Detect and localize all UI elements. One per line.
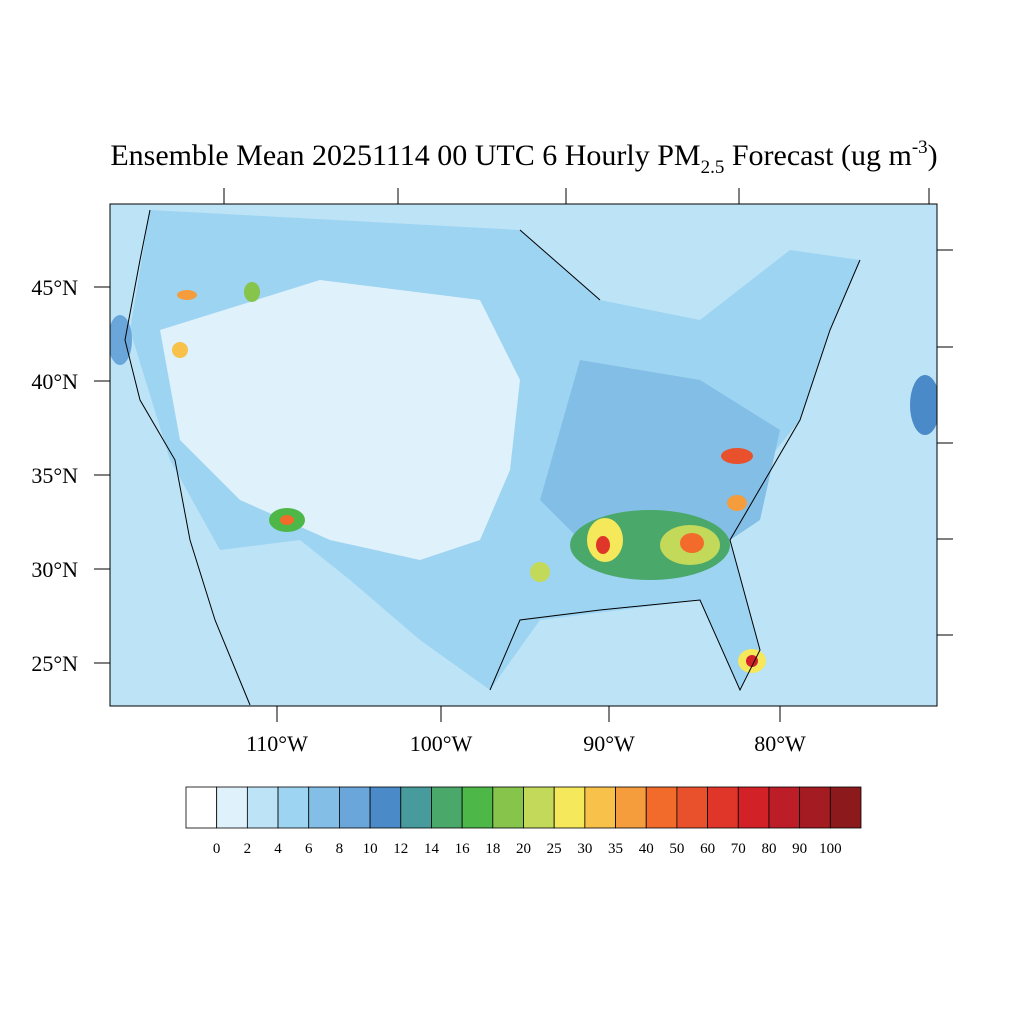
colorbar-label: 14 — [424, 841, 440, 857]
colorbar-box — [645, 786, 678, 829]
colorbar-box — [369, 786, 402, 829]
colorbar-label: 0 — [213, 841, 221, 857]
colorbar-box — [461, 786, 494, 829]
colorbar-box — [339, 786, 371, 829]
colorbar-label: 90 — [792, 841, 807, 857]
colorbar: 0 2 4 6 8 10 12 14 16 18 20 25 30 35 40 50 60 70 80 90 100 — [185, 786, 862, 857]
colorbar-label: 25 — [547, 841, 562, 857]
title-sup: -3 — [912, 137, 928, 158]
lat-label: 45°N — [31, 275, 78, 300]
colorbar-label: 60 — [700, 841, 715, 857]
map-field — [110, 204, 937, 706]
colorbar-box — [615, 786, 647, 829]
colorbar-label: 8 — [336, 841, 344, 857]
lat-label: 35°N — [31, 463, 78, 488]
title-mid: Forecast (ug m — [724, 139, 911, 172]
colorbar-box — [553, 786, 586, 829]
colorbar-label: 30 — [577, 841, 592, 857]
frame-ticks — [223, 188, 953, 636]
colorbar-label: 80 — [761, 841, 776, 857]
lat-label: 30°N — [31, 557, 78, 582]
colorbar-label: 35 — [608, 841, 623, 857]
lat-labels: 45°N 40°N 35°N 30°N 25°N — [31, 275, 110, 676]
lon-label: 90°W — [583, 731, 635, 756]
colorbar-box — [277, 786, 310, 829]
colorbar-label: 6 — [305, 841, 313, 857]
colorbar-label: 10 — [363, 841, 378, 857]
colorbar-label: 18 — [485, 841, 500, 857]
colorbar-label: 12 — [393, 841, 408, 857]
colorbar-label: 40 — [639, 841, 654, 857]
colorbar-box — [676, 786, 708, 829]
title-main: Ensemble Mean 20251114 00 UTC 6 Hourly P… — [110, 139, 700, 172]
colorbar-box — [523, 786, 555, 829]
colorbar-label: 20 — [516, 841, 531, 857]
colorbar-label: 16 — [455, 841, 471, 857]
colorbar-label: 2 — [244, 841, 252, 857]
colorbar-label: 4 — [274, 841, 282, 857]
lon-labels: 110°W 100°W 90°W 80°W — [246, 706, 806, 756]
colorbar-label: 100 — [819, 841, 842, 857]
colorbar-box — [400, 786, 432, 829]
colorbar-box — [737, 786, 770, 829]
lat-label: 40°N — [31, 369, 78, 394]
lat-label: 25°N — [31, 651, 78, 676]
colorbar-box — [185, 786, 218, 829]
map-frame — [109, 203, 938, 707]
colorbar-box — [308, 786, 340, 829]
colorbar-box — [246, 786, 279, 829]
title-end: ) — [928, 139, 938, 172]
colorbar-box — [707, 786, 739, 829]
lon-label: 110°W — [246, 731, 308, 756]
title: Ensemble Mean 20251114 00 UTC 6 Hourly P… — [110, 137, 937, 178]
colorbar-label: 70 — [731, 841, 746, 857]
title-sub: 2.5 — [701, 157, 725, 178]
colorbar-box — [492, 786, 524, 829]
colorbar-box — [799, 786, 831, 829]
colorbar-box — [829, 786, 862, 829]
colorbar-label: 50 — [669, 841, 684, 857]
colorbar-box — [768, 786, 801, 829]
lon-label: 100°W — [410, 731, 473, 756]
lon-label: 80°W — [754, 731, 806, 756]
colorbar-box — [216, 786, 248, 829]
colorbar-box — [431, 786, 463, 829]
colorbar-box — [584, 786, 616, 829]
